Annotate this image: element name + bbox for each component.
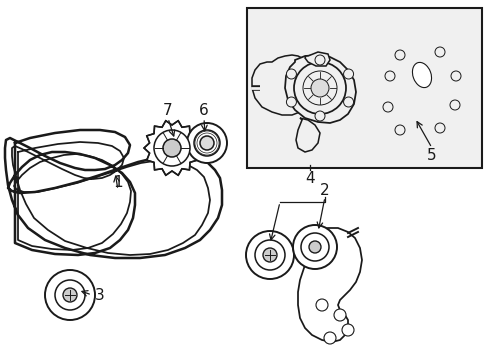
Circle shape — [186, 123, 226, 163]
Circle shape — [308, 241, 320, 253]
Bar — [246, 8, 481, 168]
Circle shape — [384, 71, 394, 81]
Circle shape — [382, 102, 392, 112]
Circle shape — [434, 123, 444, 133]
Text: 7: 7 — [163, 103, 172, 117]
Circle shape — [315, 299, 327, 311]
Circle shape — [450, 71, 460, 81]
Polygon shape — [295, 118, 319, 152]
Circle shape — [394, 125, 404, 135]
Polygon shape — [251, 55, 311, 115]
Circle shape — [394, 50, 404, 60]
Circle shape — [310, 79, 328, 97]
Text: 6: 6 — [199, 103, 208, 117]
Circle shape — [343, 69, 353, 79]
Text: 1: 1 — [113, 175, 122, 189]
Circle shape — [163, 139, 181, 157]
Circle shape — [194, 130, 220, 156]
Circle shape — [314, 55, 325, 65]
Polygon shape — [297, 228, 361, 342]
Polygon shape — [143, 121, 200, 175]
Circle shape — [254, 240, 285, 270]
Circle shape — [292, 225, 336, 269]
Circle shape — [449, 100, 459, 110]
Circle shape — [63, 288, 77, 302]
Circle shape — [324, 332, 335, 344]
Circle shape — [154, 130, 190, 166]
Circle shape — [263, 248, 276, 262]
Circle shape — [341, 324, 353, 336]
Circle shape — [286, 69, 296, 79]
Circle shape — [314, 111, 325, 121]
Circle shape — [200, 136, 214, 150]
Circle shape — [293, 62, 346, 114]
Circle shape — [301, 233, 328, 261]
Circle shape — [45, 270, 95, 320]
Text: 4: 4 — [305, 171, 314, 185]
Circle shape — [333, 309, 346, 321]
Text: 2: 2 — [320, 183, 329, 198]
Polygon shape — [285, 55, 355, 123]
Polygon shape — [305, 52, 329, 66]
Text: 3: 3 — [95, 288, 104, 302]
Circle shape — [245, 231, 293, 279]
Circle shape — [303, 71, 336, 105]
Circle shape — [343, 97, 353, 107]
Circle shape — [434, 47, 444, 57]
Circle shape — [55, 280, 85, 310]
Ellipse shape — [411, 62, 431, 87]
Circle shape — [286, 97, 296, 107]
Text: 5: 5 — [427, 148, 436, 162]
